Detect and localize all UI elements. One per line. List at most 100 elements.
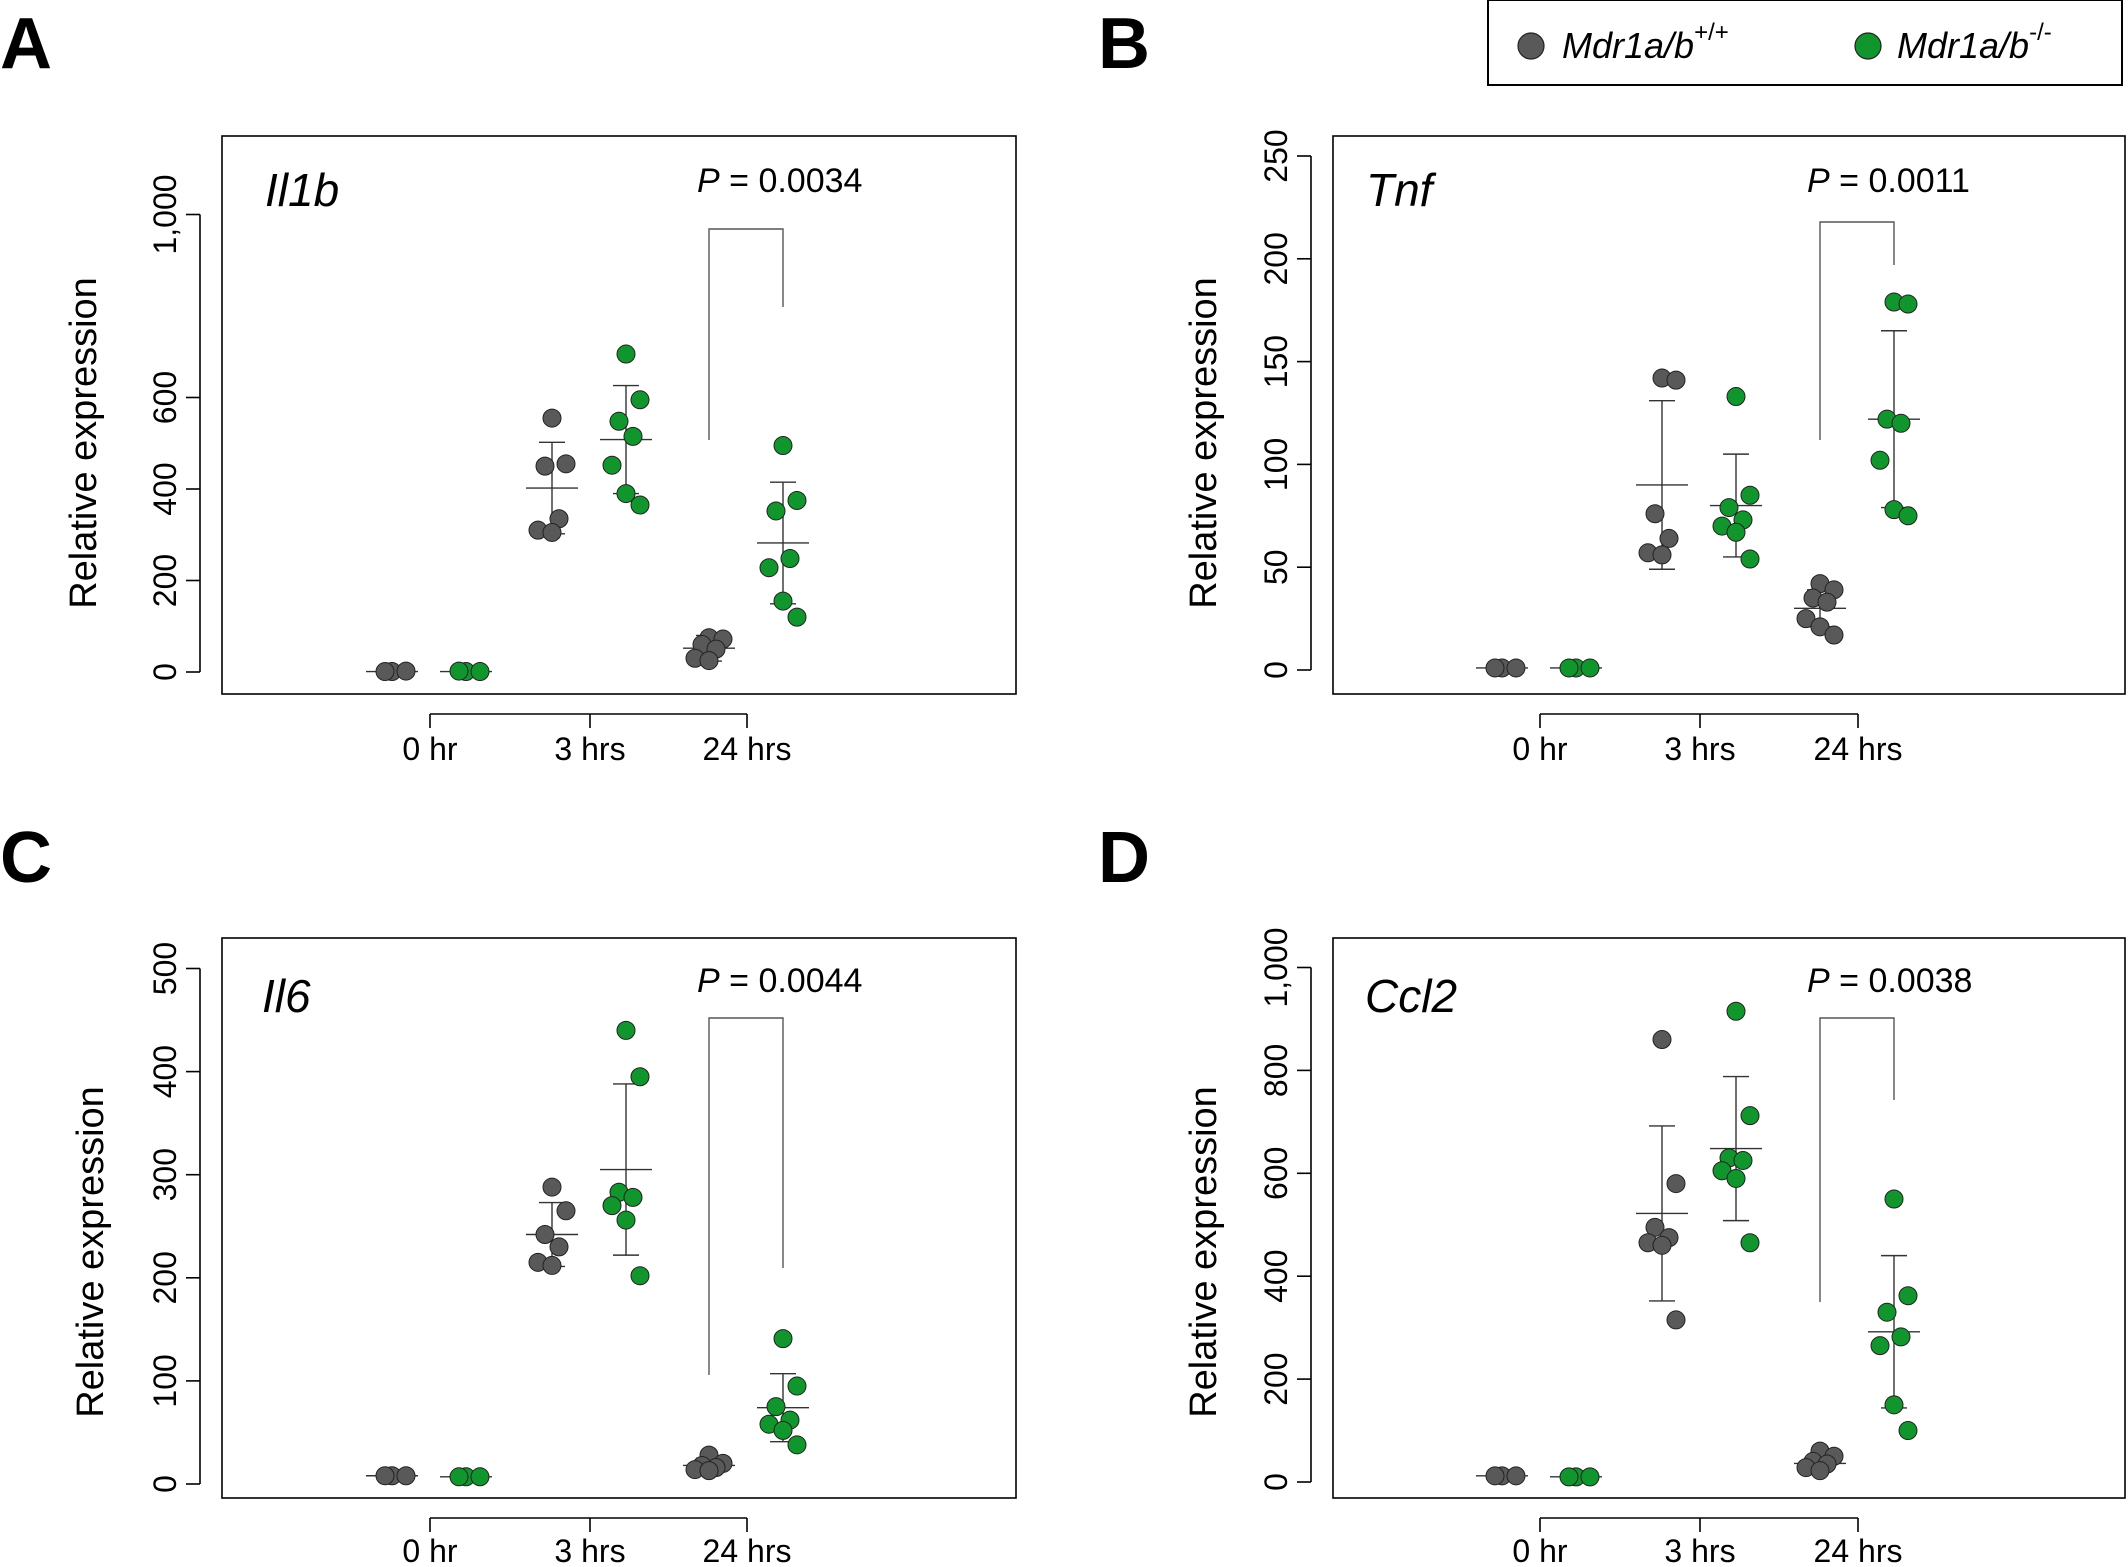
- p-value-number-b: 0.0011: [1868, 162, 1969, 200]
- data-point-wt: [1810, 1461, 1830, 1481]
- p-value-label-a: P = 0.0034: [697, 162, 862, 200]
- x-tick-label-0hr-a: 0 hr: [402, 731, 457, 767]
- data-point-wt: [375, 662, 395, 682]
- data-point-ko: [1726, 387, 1746, 407]
- data-point-wt: [1666, 1310, 1686, 1330]
- data-point-ko: [1898, 1421, 1918, 1441]
- data-point-ko: [630, 1067, 650, 1087]
- data-point-ko: [773, 1329, 793, 1349]
- data-point-ko: [1877, 1302, 1897, 1322]
- data-point-wt: [1485, 658, 1505, 678]
- data-point-ko: [1898, 1286, 1918, 1306]
- legend-label-ko: Mdr1a/b-/-: [1897, 19, 2052, 66]
- data-point-wt: [1506, 658, 1526, 678]
- data-point-ko: [609, 411, 629, 431]
- data-point-ko: [766, 1397, 786, 1417]
- y-tick-label: 500: [147, 942, 183, 995]
- data-point-ko: [630, 495, 650, 515]
- x-tick-label-3hrs-d: 3 hrs: [1664, 1533, 1735, 1567]
- data-point-ko: [787, 1376, 807, 1396]
- panel-letter-d: D: [1098, 818, 1150, 898]
- data-point-ko: [623, 426, 643, 446]
- x-tick-label-24hrs-a: 24 hrs: [703, 731, 792, 767]
- data-point-ko: [1740, 549, 1760, 569]
- data-point-ko: [766, 501, 786, 521]
- data-point-wt: [1485, 1466, 1505, 1486]
- legend-genotype-ko: Mdr1a/b: [1897, 25, 2029, 66]
- significance-bracket: [708, 1017, 784, 1375]
- data-point-ko: [1726, 522, 1746, 542]
- data-point-ko: [1726, 1168, 1746, 1188]
- data-point-ko: [616, 484, 636, 504]
- data-point-wt: [556, 454, 576, 474]
- y-tick-label: 1,000: [147, 174, 183, 254]
- p-value-number-a: 0.0034: [758, 162, 862, 200]
- panel-a: A Relative expression Il1b P = 0.0034 0 …: [0, 4, 1017, 767]
- plot-frame: [1332, 937, 2126, 1499]
- data-point-wt: [1652, 545, 1672, 565]
- data-point-wt: [1824, 625, 1844, 645]
- data-point-ko: [1559, 658, 1579, 678]
- data-point-ko: [1733, 1150, 1753, 1170]
- plot-frame: [221, 135, 1017, 695]
- data-point-ko: [1891, 1327, 1911, 1347]
- data-point-ko: [773, 436, 793, 456]
- significance-bracket: [708, 228, 784, 440]
- y-axis-title-d: Relative expression: [1183, 1086, 1225, 1418]
- data-point-wt: [542, 408, 562, 428]
- y-tick-label: 0: [1258, 661, 1294, 679]
- data-point-wt: [556, 1201, 576, 1221]
- y-tick-label: 0: [1258, 1473, 1294, 1491]
- panel-d: D Relative expression Ccl2 P = 0.0038 0 …: [1098, 818, 2126, 1567]
- p-value-label-b: P = 0.0011: [1807, 162, 1970, 200]
- plot-frame: [221, 937, 1017, 1499]
- panel-letter-a: A: [0, 4, 52, 84]
- p-value-symbol-b: P: [1807, 162, 1830, 200]
- significance-bracket: [1819, 1017, 1895, 1302]
- y-tick-label: 300: [147, 1148, 183, 1201]
- significance-bracket: [1819, 221, 1895, 440]
- x-tick-label-24hrs-d: 24 hrs: [1814, 1533, 1903, 1567]
- p-value-symbol-c: P: [697, 962, 720, 1000]
- data-point-wt: [699, 1461, 719, 1481]
- data-point-ko: [773, 591, 793, 611]
- legend-marker-wt: [1517, 32, 1545, 60]
- y-tick-label: 100: [147, 1354, 183, 1407]
- legend-genotype-wt: Mdr1a/b: [1562, 25, 1694, 66]
- data-point-ko: [449, 1467, 469, 1487]
- data-point-ko: [616, 344, 636, 364]
- y-tick-label: 600: [1258, 1147, 1294, 1200]
- data-point-ko: [787, 607, 807, 627]
- data-point-ko: [1884, 1395, 1904, 1415]
- data-point-ko: [1870, 1336, 1890, 1356]
- data-point-ko: [1580, 1467, 1600, 1487]
- data-point-ko: [780, 549, 800, 569]
- data-point-ko: [1740, 1106, 1760, 1126]
- data-point-ko: [1740, 1233, 1760, 1253]
- x-tick-label-24hrs-c: 24 hrs: [703, 1533, 792, 1567]
- plot-frame: [1332, 135, 2126, 695]
- data-point-ko: [787, 490, 807, 510]
- y-tick-label: 200: [147, 554, 183, 607]
- legend-marker-ko: [1854, 32, 1882, 60]
- data-point-ko: [1898, 506, 1918, 526]
- data-point-ko: [1898, 294, 1918, 314]
- data-point-wt: [396, 661, 416, 681]
- x-tick-label-0hr-c: 0 hr: [402, 1533, 457, 1567]
- data-point-wt: [396, 1466, 416, 1486]
- x-tick-label-3hrs-a: 3 hrs: [554, 731, 625, 767]
- y-axis-title-b: Relative expression: [1183, 277, 1225, 609]
- data-point-wt: [699, 651, 719, 671]
- data-point-ko: [1891, 413, 1911, 433]
- data-point-wt: [1645, 504, 1665, 524]
- data-point-ko: [630, 1266, 650, 1286]
- data-point-wt: [1652, 1030, 1672, 1050]
- gene-label-a: Il1b: [265, 164, 339, 216]
- panel-b: B Relative expression Tnf P = 0.0011 0 h…: [1098, 4, 2126, 767]
- x-tick-label-24hrs-b: 24 hrs: [1814, 731, 1903, 767]
- y-tick-label: 50: [1258, 549, 1294, 585]
- gene-label-b: Tnf: [1366, 164, 1437, 216]
- data-point-wt: [535, 456, 555, 476]
- data-point-ko: [1559, 1467, 1579, 1487]
- y-tick-label: 200: [1258, 232, 1294, 285]
